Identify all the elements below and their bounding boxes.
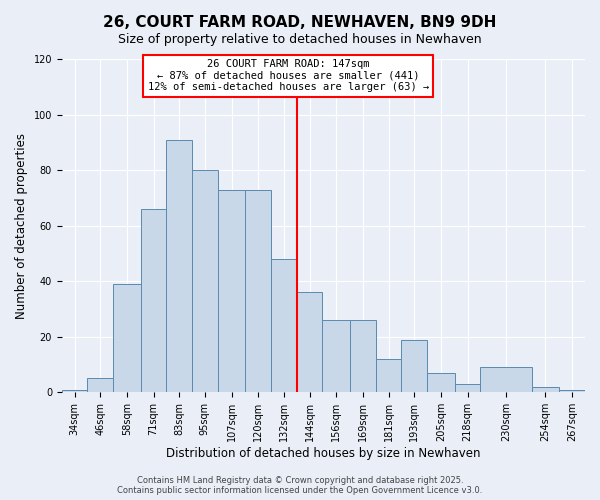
Bar [559,390,585,392]
Bar [141,209,166,392]
Text: 26, COURT FARM ROAD, NEWHAVEN, BN9 9DH: 26, COURT FARM ROAD, NEWHAVEN, BN9 9DH [103,15,497,30]
Y-axis label: Number of detached properties: Number of detached properties [15,132,28,318]
Bar [192,170,218,392]
Bar [455,384,481,392]
Bar [427,373,455,392]
Bar [245,190,271,392]
Text: Contains HM Land Registry data © Crown copyright and database right 2025.
Contai: Contains HM Land Registry data © Crown c… [118,476,482,495]
Bar [113,284,141,393]
X-axis label: Distribution of detached houses by size in Newhaven: Distribution of detached houses by size … [166,447,481,460]
Bar [322,320,350,392]
Bar [218,190,245,392]
Bar [62,390,88,392]
Text: Size of property relative to detached houses in Newhaven: Size of property relative to detached ho… [118,32,482,46]
Bar [166,140,192,392]
Bar [481,368,532,392]
Bar [376,359,401,392]
Bar [401,340,427,392]
Bar [88,378,113,392]
Text: 26 COURT FARM ROAD: 147sqm
← 87% of detached houses are smaller (441)
12% of sem: 26 COURT FARM ROAD: 147sqm ← 87% of deta… [148,59,429,92]
Bar [296,292,322,392]
Bar [350,320,376,392]
Bar [271,259,296,392]
Bar [532,387,559,392]
